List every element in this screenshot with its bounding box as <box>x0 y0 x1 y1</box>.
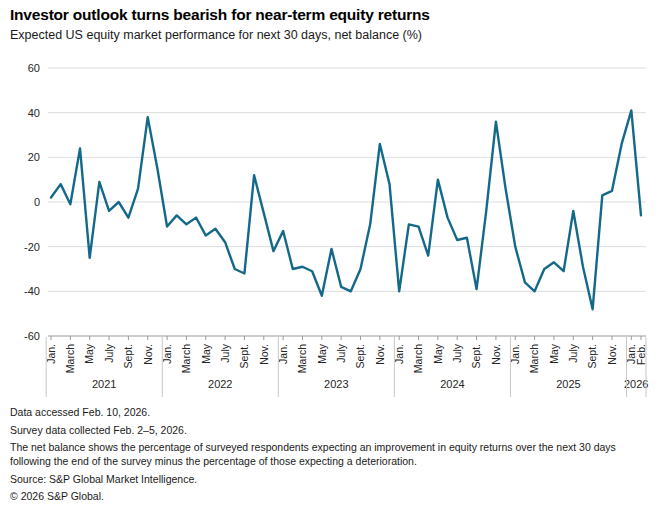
svg-text:July: July <box>451 343 463 362</box>
survey-collected-note: Survey data collected Feb. 2–5, 2026. <box>10 423 652 437</box>
svg-text:Feb.: Feb. <box>635 344 647 365</box>
svg-text:Sept.: Sept. <box>354 344 366 369</box>
svg-text:May: May <box>83 343 95 364</box>
svg-text:May: May <box>200 343 212 364</box>
line-chart: 6040200-20-40-60Jan.MarchMayJulySept.Nov… <box>0 52 660 404</box>
svg-text:March: March <box>180 344 192 373</box>
svg-text:March: March <box>412 344 424 373</box>
svg-text:2025: 2025 <box>556 378 580 390</box>
copyright-line: © 2026 S&P Global. <box>10 489 652 503</box>
svg-text:-60: -60 <box>24 330 40 342</box>
svg-text:Sept.: Sept. <box>122 344 134 369</box>
svg-text:May: May <box>432 343 444 364</box>
svg-text:Nov.: Nov. <box>374 344 386 365</box>
svg-text:20: 20 <box>28 151 40 163</box>
svg-text:March: March <box>296 344 308 373</box>
svg-text:Nov.: Nov. <box>142 344 154 365</box>
net-balance-definition: The net balance shows the percentage of … <box>10 440 652 468</box>
svg-text:0: 0 <box>34 196 40 208</box>
svg-text:2024: 2024 <box>440 378 464 390</box>
svg-text:Nov.: Nov. <box>490 344 502 365</box>
svg-text:Sept.: Sept. <box>470 344 482 369</box>
svg-text:July: July <box>103 343 115 362</box>
svg-text:60: 60 <box>28 62 40 74</box>
svg-text:2021: 2021 <box>92 378 116 390</box>
svg-text:Sept.: Sept. <box>238 344 250 369</box>
svg-text:July: July <box>219 343 231 362</box>
chart-footnotes: Data accessed Feb. 10, 2026. Survey data… <box>10 405 652 507</box>
svg-text:2026: 2026 <box>624 378 648 390</box>
svg-text:-40: -40 <box>24 285 40 297</box>
svg-text:Nov.: Nov. <box>606 344 618 365</box>
source-line: Source: S&P Global Market Intelligence. <box>10 472 652 486</box>
svg-text:July: July <box>335 343 347 362</box>
svg-text:March: March <box>64 344 76 373</box>
svg-text:March: March <box>528 344 540 373</box>
svg-text:July: July <box>567 343 579 362</box>
data-accessed-note: Data accessed Feb. 10, 2026. <box>10 405 652 419</box>
svg-text:Sept.: Sept. <box>586 344 598 369</box>
svg-text:Nov.: Nov. <box>258 344 270 365</box>
page-title: Investor outlook turns bearish for near-… <box>10 6 430 24</box>
svg-text:40: 40 <box>28 107 40 119</box>
svg-text:2023: 2023 <box>324 378 348 390</box>
svg-text:2022: 2022 <box>208 378 232 390</box>
svg-text:May: May <box>548 343 560 364</box>
svg-text:-20: -20 <box>24 241 40 253</box>
chart-subtitle: Expected US equity market performance fo… <box>10 28 422 42</box>
svg-text:May: May <box>316 343 328 364</box>
chart-figure: Investor outlook turns bearish for near-… <box>0 0 660 509</box>
